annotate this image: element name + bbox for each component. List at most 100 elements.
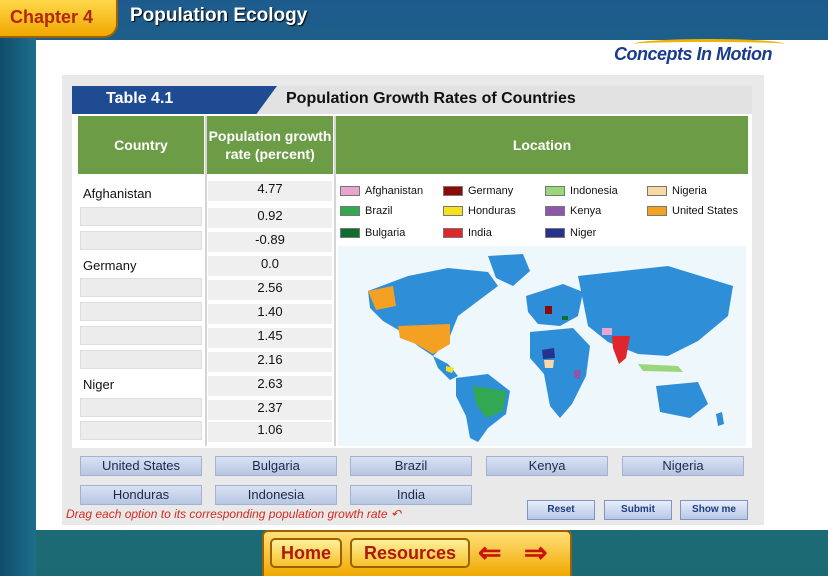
concepts-in-motion-logo: Concepts In Motion — [614, 39, 784, 65]
home-button[interactable]: Home — [270, 538, 342, 568]
instruction-text: Drag each option to its corresponding po… — [66, 507, 401, 521]
legend-label: United States — [672, 205, 739, 217]
growth-rate-cell: -0.89 — [208, 232, 332, 252]
option-bulgaria[interactable]: Bulgaria — [215, 456, 337, 476]
legend-item-niger: Niger — [545, 227, 596, 239]
show-me-button[interactable]: Show me — [680, 500, 748, 520]
country-drop-slot[interactable] — [80, 326, 202, 345]
legend-swatch — [340, 206, 360, 216]
resources-button[interactable]: Resources — [350, 538, 470, 568]
world-map — [338, 246, 746, 446]
brazil-region — [473, 386, 506, 418]
table-title: Population Growth Rates of Countries — [286, 90, 576, 107]
legend-item-nigeria: Nigeria — [647, 185, 707, 197]
legend-label: Nigeria — [672, 185, 707, 197]
legend-swatch — [443, 206, 463, 216]
legend-label: Afghanistan — [365, 185, 424, 197]
growth-rate-cell: 1.45 — [208, 328, 332, 348]
legend-swatch — [443, 186, 463, 196]
country-drop-slot[interactable] — [80, 421, 202, 440]
legend-label: Honduras — [468, 205, 516, 217]
option-kenya[interactable]: Kenya — [486, 456, 608, 476]
table-label: Table 4.1 — [72, 86, 277, 114]
legend-label: Germany — [468, 185, 514, 197]
asia-landmass — [578, 266, 733, 356]
legend-swatch — [545, 186, 565, 196]
country-drop-slot[interactable] — [80, 231, 202, 250]
growth-rate-cell: 2.63 — [208, 376, 332, 396]
submit-button[interactable]: Submit — [604, 500, 672, 520]
legend-swatch — [340, 186, 360, 196]
growth-rate-cell: 2.56 — [208, 280, 332, 300]
country-drop-slot[interactable] — [80, 278, 202, 297]
option-indonesia[interactable]: Indonesia — [215, 485, 337, 505]
growth-rate-cell: 0.0 — [208, 256, 332, 276]
country-drop-slot[interactable] — [80, 207, 202, 226]
country-cell-germany: Germany — [83, 258, 137, 273]
legend-label: India — [468, 227, 492, 239]
chapter-tab: Chapter 4 — [0, 0, 118, 38]
legend-item-bulgaria: Bulgaria — [340, 227, 405, 239]
kenya-region — [574, 370, 581, 379]
column-divider — [205, 116, 207, 446]
germany-region — [545, 306, 552, 314]
forward-arrow-icon[interactable]: ⇒ — [524, 537, 548, 568]
growth-rate-cell: 1.40 — [208, 304, 332, 324]
header-country: Country — [78, 116, 204, 174]
table-label-text: Table 4.1 — [106, 90, 174, 107]
header-growth-rate: Population growth rate (percent) — [207, 116, 333, 174]
legend-item-indonesia: Indonesia — [545, 185, 618, 197]
indonesia-region — [638, 364, 683, 372]
country-drop-slot[interactable] — [80, 398, 202, 417]
brand-label: Concepts In Motion — [614, 44, 772, 64]
back-arrow-icon[interactable]: ⇐ — [478, 537, 502, 568]
europe-landmass — [526, 284, 583, 326]
country-drop-slot[interactable] — [80, 302, 202, 321]
option-honduras[interactable]: Honduras — [80, 485, 202, 505]
legend-label: Kenya — [570, 205, 602, 217]
legend-label: Bulgaria — [365, 227, 406, 239]
chapter-label: Chapter 4 — [10, 7, 94, 27]
growth-rate-cell: 1.06 — [208, 422, 332, 442]
growth-rate-cell: 2.16 — [208, 352, 332, 372]
legend-item-brazil: Brazil — [340, 205, 393, 217]
legend-item-germany: Germany — [443, 185, 513, 197]
reset-button[interactable]: Reset — [527, 500, 595, 520]
afghanistan-region — [602, 328, 612, 335]
page-title: Population Ecology — [130, 5, 308, 26]
united-states-region — [398, 324, 450, 354]
option-india[interactable]: India — [350, 485, 472, 505]
honduras-region — [446, 366, 454, 373]
option-united-states[interactable]: United States — [80, 456, 202, 476]
world-map-graphic — [338, 246, 746, 446]
header-location: Location — [336, 116, 748, 174]
logo-swoosh — [634, 39, 784, 49]
legend-swatch — [647, 206, 667, 216]
india-region — [612, 336, 630, 364]
option-brazil[interactable]: Brazil — [350, 456, 472, 476]
north-america-landmass — [368, 268, 498, 356]
greenland-landmass — [488, 254, 530, 286]
country-drop-slot[interactable] — [80, 350, 202, 369]
australia-landmass — [656, 382, 708, 418]
legend-item-united-states: United States — [647, 205, 738, 217]
legend-swatch — [545, 206, 565, 216]
legend-swatch — [443, 228, 463, 238]
legend-label: Indonesia — [570, 185, 618, 197]
option-nigeria[interactable]: Nigeria — [622, 456, 744, 476]
legend-swatch — [647, 186, 667, 196]
growth-rate-cell: 2.37 — [208, 400, 332, 420]
title-bar: Population Ecology — [118, 0, 828, 38]
country-cell-afghanistan: Afghanistan — [83, 186, 152, 201]
column-divider — [334, 116, 336, 446]
legend-swatch — [545, 228, 565, 238]
instruction-label: Drag each option to its corresponding po… — [66, 507, 388, 521]
growth-rate-cell: 4.77 — [208, 181, 332, 201]
country-cell-niger: Niger — [83, 377, 115, 392]
legend-item-kenya: Kenya — [545, 205, 601, 217]
left-frame — [0, 0, 36, 576]
legend-item-afghanistan: Afghanistan — [340, 185, 423, 197]
legend-label: Brazil — [365, 205, 393, 217]
nigeria-region — [544, 360, 554, 368]
